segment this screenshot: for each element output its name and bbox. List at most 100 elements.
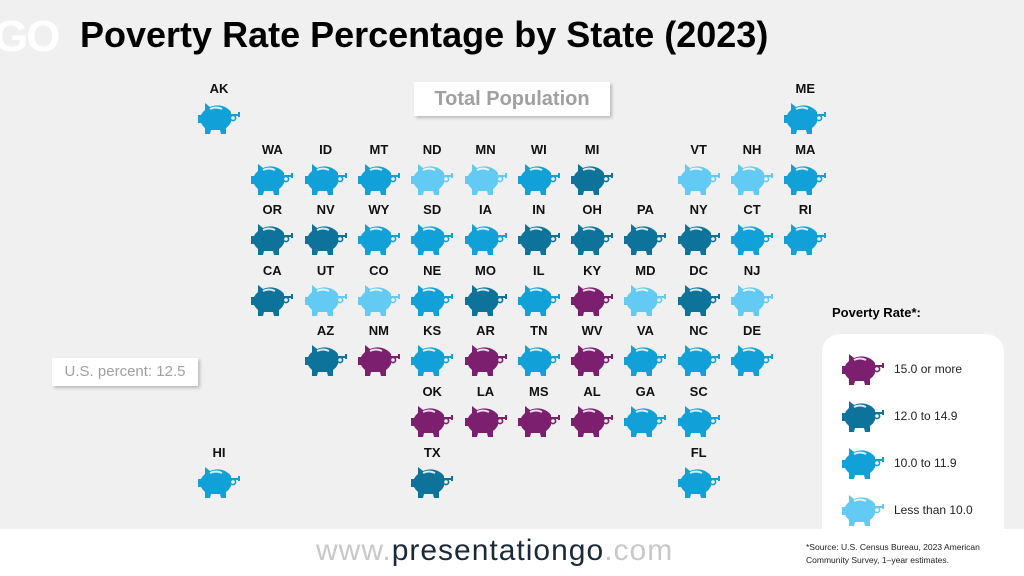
state-label: WV (581, 323, 603, 339)
state-label: OR (262, 202, 283, 218)
state-tile-id: ID (296, 142, 356, 197)
piggy-bank-icon (517, 406, 560, 437)
state-label: FL (690, 444, 707, 460)
piggy-bank-icon (304, 224, 347, 256)
state-tile-ut: UT (296, 263, 356, 318)
state-tile-mi: MI (562, 142, 622, 197)
piggy-bank-icon (357, 163, 400, 195)
piggy-bank-icon (677, 406, 720, 437)
state-tile-vt: VT (669, 142, 729, 197)
url-suffix: .com (604, 534, 674, 567)
piggy-bank-icon (624, 345, 667, 377)
state-tile-ar: AR (456, 323, 516, 378)
state-label: DE (742, 323, 762, 339)
piggy-bank-icon (464, 345, 507, 377)
state-tile-ga: GA (615, 384, 675, 439)
state-label: OK (422, 384, 442, 399)
state-label: SC (689, 384, 708, 399)
piggy-bank-icon (677, 224, 720, 256)
state-label: NY (689, 202, 708, 218)
source-line-2: Community Survey, 1–year estimates. (806, 555, 949, 565)
state-label: AZ (316, 323, 335, 339)
legend: 15.0 or more 12.0 to 14.9 10.0 to 11.9 L… (822, 334, 1004, 534)
piggy-bank-icon (731, 163, 773, 195)
state-label: MN (475, 141, 496, 157)
state-label: NE (423, 262, 442, 278)
piggy-bank-icon (251, 163, 294, 195)
piggy-bank-icon (517, 284, 560, 316)
website-url[interactable]: www.presentationgo.com (316, 534, 673, 568)
state-label: DC (689, 262, 709, 278)
piggy-bank-icon (571, 284, 614, 316)
state-tile-wv: WV (562, 323, 622, 378)
state-tile-sd: SD (402, 202, 462, 257)
legend-label: 15.0 or more (894, 362, 963, 376)
state-label: CA (262, 262, 282, 278)
state-tile-ky: KY (562, 263, 622, 318)
state-label: WI (530, 141, 547, 157)
state-label: MD (635, 262, 656, 278)
state-tile-md: MD (615, 263, 675, 318)
piggy-bank-icon (677, 466, 720, 498)
piggy-bank-icon (624, 224, 667, 256)
state-tile-ma: MA (775, 142, 835, 197)
piggy-bank-icon (784, 163, 827, 195)
state-tile-ri: RI (775, 202, 835, 257)
legend-label: Less than 10.0 (894, 503, 973, 517)
piggy-bank-icon (842, 354, 884, 385)
url-main: presentationgo (391, 534, 605, 567)
state-tile-nm: NM (349, 323, 409, 378)
piggy-bank-icon (517, 163, 560, 195)
state-label: KY (583, 262, 602, 278)
piggy-bank-icon (571, 345, 614, 377)
state-label: AL (583, 384, 601, 399)
piggy-bank-icon (411, 406, 454, 437)
state-label: OH (582, 202, 602, 218)
piggy-bank-icon (357, 345, 400, 377)
state-label: IN (532, 202, 546, 218)
state-tile-de: DE (722, 323, 782, 378)
piggy-bank-icon (464, 163, 507, 195)
piggy-bank-icon (677, 163, 720, 195)
state-label: IA (479, 202, 492, 218)
piggy-bank-icon (842, 495, 884, 526)
state-label: KS (423, 323, 442, 339)
piggy-bank-icon (357, 224, 400, 256)
state-label: SD (423, 202, 442, 218)
state-label: NM (368, 323, 389, 339)
piggy-bank-icon (304, 284, 347, 316)
state-label: NV (316, 202, 335, 218)
piggy-bank-icon (198, 103, 240, 134)
state-label: CO (369, 262, 389, 278)
state-tile-mn: MN (456, 142, 516, 197)
state-label: TX (423, 444, 441, 460)
state-tile-hi: HI (189, 445, 249, 500)
state-tile-nj: NJ (722, 263, 782, 318)
legend-label: 10.0 to 11.9 (894, 456, 957, 470)
state-label: MS (529, 384, 549, 399)
us-percent-box: U.S. percent: 12.5 (52, 358, 198, 386)
piggy-bank-icon (842, 401, 884, 432)
chart-title: Poverty Rate Percentage by State (2023) (80, 14, 769, 55)
state-tile-ms: MS (509, 384, 569, 439)
state-tile-mt: MT (349, 142, 409, 197)
piggy-bank-icon (624, 406, 667, 437)
state-label: LA (476, 384, 495, 399)
state-tile-ct: CT (722, 202, 782, 257)
subtitle-box: Total Population (414, 82, 610, 116)
state-tile-ks: KS (402, 323, 462, 378)
piggy-bank-icon (411, 163, 454, 195)
state-tile-la: LA (456, 384, 516, 439)
state-tile-wa: WA (242, 142, 302, 197)
piggy-bank-icon (784, 103, 827, 134)
legend-item: 10.0 to 11.9 (840, 445, 957, 481)
state-tile-ne: NE (402, 263, 462, 318)
piggy-bank-icon (464, 406, 507, 437)
state-tile-tx: TX (402, 445, 462, 500)
state-label: WA (261, 141, 283, 157)
legend-label: 12.0 to 14.9 (894, 409, 958, 423)
legend-item: Less than 10.0 (840, 492, 973, 528)
piggy-bank-icon (357, 284, 400, 316)
state-label: MO (475, 262, 496, 278)
state-label: VA (636, 323, 654, 339)
